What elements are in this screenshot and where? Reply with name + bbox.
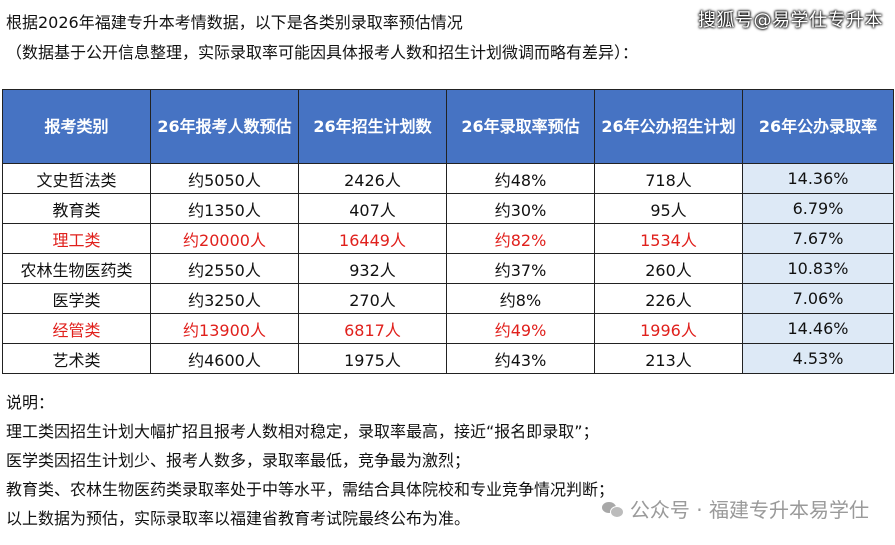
cell-applicants: 约1350人: [150, 193, 299, 224]
cell-public-rate: 10.83%: [742, 253, 894, 284]
notes-line-2: 医学类因招生计划少、报考人数多，录取率最低，竞争最为激烈；: [6, 451, 471, 470]
cell-plan: 6817人: [298, 313, 447, 344]
table-row: 艺术类 约4600人 1975人 约43% 213人 4.53%: [2, 343, 894, 374]
cell-rate: 约8%: [446, 283, 595, 314]
cell-public-rate: 14.36%: [742, 163, 894, 194]
cell-category: 艺术类: [2, 343, 151, 374]
intro-line-2: （数据基于公开信息整理，实际录取率可能因具体报考人数和招生计划微调而略有差异）：: [6, 43, 639, 62]
table-row: 经管类 约13900人 6817人 约49% 1996人 14.46%: [2, 313, 894, 344]
table-body: 文史哲法类 约5050人 2426人 约48% 718人 14.36% 教育类 约1350人 4…: [2, 163, 894, 374]
cell-public-plan: 213人: [594, 343, 743, 374]
watermark-top: 搜狐号@易学仕专升本: [698, 10, 883, 31]
header-category: 报考类别: [2, 89, 151, 164]
cell-rate: 约43%: [446, 343, 595, 374]
cell-public-rate: 7.67%: [742, 223, 894, 254]
table-row: 教育类 约1350人 407人 约30% 95人 6.79%: [2, 193, 894, 224]
notes-title: 说明：: [6, 393, 55, 412]
cell-public-plan: 718人: [594, 163, 743, 194]
table-row: 医学类 约3250人 270人 约8% 226人 7.06%: [2, 283, 894, 314]
intro-text: 根据2026年福建专升本考情数据，以下是各类别录取率预估情况 （数据基于公开信息…: [6, 8, 886, 68]
cell-applicants: 约3250人: [150, 283, 299, 314]
cell-category: 农林生物医药类: [2, 253, 151, 284]
header-public-rate: 26年公办录取率: [742, 89, 894, 164]
notes-line-4: 以上数据为预估，实际录取率以福建省教育考试院最终公布为准。: [6, 509, 471, 528]
cell-applicants: 约13900人: [150, 313, 299, 344]
wechat-icon: [601, 500, 624, 518]
cell-rate: 约82%: [446, 223, 595, 254]
table-header-row: 报考类别 26年报考人数预估 26年招生计划数 26年录取率预估 26年公办招生…: [2, 89, 894, 164]
table-row: 文史哲法类 约5050人 2426人 约48% 718人 14.36%: [2, 163, 894, 194]
cell-public-plan: 226人: [594, 283, 743, 314]
cell-plan: 16449人: [298, 223, 447, 254]
header-public-plan: 26年公办招生计划: [594, 89, 743, 164]
cell-public-plan: 1534人: [594, 223, 743, 254]
notes-line-1: 理工类因招生计划大幅扩招且报考人数相对稳定，录取率最高，接近“报名即录取”；: [6, 422, 599, 441]
cell-public-plan: 95人: [594, 193, 743, 224]
watermark-bottom: 公众号 · 福建专升本易学仕: [601, 494, 869, 523]
cell-plan: 2426人: [298, 163, 447, 194]
notes-section: 说明： 理工类因招生计划大幅扩招且报考人数相对稳定，录取率最高，接近“报名即录取…: [6, 388, 886, 533]
header-applicants: 26年报考人数预估: [150, 89, 299, 164]
cell-category: 经管类: [2, 313, 151, 344]
cell-public-rate: 6.79%: [742, 193, 894, 224]
cell-public-rate: 4.53%: [742, 343, 894, 374]
table-row: 理工类 约20000人 16449人 约82% 1534人 7.67%: [2, 223, 894, 254]
notes-line-3: 教育类、农林生物医药类录取率处于中等水平，需结合具体院校和专业竞争情况判断；: [6, 480, 615, 499]
cell-public-plan: 1996人: [594, 313, 743, 344]
cell-public-plan: 260人: [594, 253, 743, 284]
cell-applicants: 约20000人: [150, 223, 299, 254]
intro-line-1: 根据2026年福建专升本考情数据，以下是各类别录取率预估情况: [6, 13, 463, 32]
cell-rate: 约48%: [446, 163, 595, 194]
cell-rate: 约37%: [446, 253, 595, 284]
admission-rate-table: 报考类别 26年报考人数预估 26年招生计划数 26年录取率预估 26年公办招生…: [2, 89, 894, 374]
table-row: 农林生物医药类 约2550人 932人 约37% 260人 10.83%: [2, 253, 894, 284]
cell-category: 医学类: [2, 283, 151, 314]
cell-plan: 407人: [298, 193, 447, 224]
header-rate: 26年录取率预估: [446, 89, 595, 164]
cell-public-rate: 7.06%: [742, 283, 894, 314]
cell-applicants: 约4600人: [150, 343, 299, 374]
watermark-bottom-text: 公众号 · 福建专升本易学仕: [629, 498, 869, 522]
cell-plan: 270人: [298, 283, 447, 314]
header-plan: 26年招生计划数: [298, 89, 447, 164]
cell-category: 文史哲法类: [2, 163, 151, 194]
cell-applicants: 约5050人: [150, 163, 299, 194]
cell-applicants: 约2550人: [150, 253, 299, 284]
cell-category: 理工类: [2, 223, 151, 254]
cell-public-rate: 14.46%: [742, 313, 894, 344]
cell-plan: 932人: [298, 253, 447, 284]
cell-rate: 约30%: [446, 193, 595, 224]
cell-rate: 约49%: [446, 313, 595, 344]
cell-plan: 1975人: [298, 343, 447, 374]
cell-category: 教育类: [2, 193, 151, 224]
